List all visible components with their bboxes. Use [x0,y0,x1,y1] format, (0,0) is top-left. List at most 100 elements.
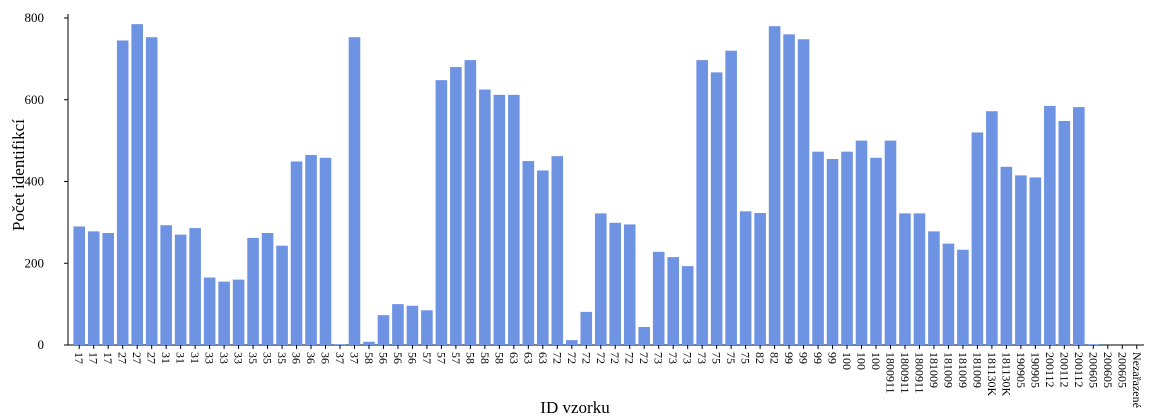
bar [580,311,593,345]
x-tick-label: 31 [174,352,188,364]
bar [812,151,824,345]
bar [189,228,201,345]
x-tick-label: 1800911 [898,352,912,394]
x-tick-label: 33 [217,352,231,364]
bar [942,243,955,345]
bar [1073,107,1085,345]
bar [1015,175,1027,345]
y-tick-label: 600 [25,92,45,107]
bar [174,234,187,345]
x-tick-label: 36 [290,352,304,364]
bar [334,344,346,345]
y-axis-title: Počet identifikcí [9,119,28,231]
bar [696,60,708,345]
bar [537,170,549,345]
y-tick-label: 800 [25,10,45,25]
bar [710,72,723,346]
bar [203,277,216,345]
x-tick-label: 200112 [1072,352,1086,388]
x-tick-label: 58 [362,352,376,364]
y-tick-label: 200 [25,255,45,270]
x-tick-label: 57 [434,352,448,364]
bar [986,111,998,345]
x-tick-label: 1800911 [912,352,926,394]
bar [1087,344,1100,345]
x-tick-label: 36 [304,352,318,364]
bar [1044,105,1056,345]
x-tick-label: 27 [116,352,130,364]
bar [421,310,433,345]
bar [290,161,303,345]
x-axis-title: ID vzorku [540,398,610,417]
x-tick-label: 100 [855,352,869,370]
bar [145,37,158,346]
bar [1000,166,1013,345]
x-tick-label: 200112 [1057,352,1071,388]
bar [638,327,651,345]
x-tick-label: 35 [275,352,289,364]
x-tick-label: 200605 [1086,352,1100,388]
x-tick-label: 181130K [985,352,999,397]
x-tick-label: 27 [145,352,159,364]
bar [623,224,636,345]
bar [131,24,143,345]
bar [594,213,607,345]
bar [406,305,419,345]
x-tick-label: 72 [550,352,564,364]
bar [783,34,795,345]
x-tick-label: 72 [637,352,651,364]
bar [913,213,926,345]
bar [667,257,679,345]
x-tick-label: 31 [188,352,202,364]
bar [609,222,622,345]
bar [102,233,115,345]
bar [479,89,491,345]
bar [899,213,911,345]
bar [392,304,404,345]
x-tick-label: 200605 [1101,352,1115,388]
bar [754,212,766,345]
x-tick-label: 190905 [1014,352,1028,388]
x-tick-label: 75 [739,352,753,364]
x-tick-label: 56 [391,352,405,364]
bar [971,132,984,345]
x-tick-label: 57 [420,352,434,364]
bar [870,157,882,345]
bar [884,140,897,345]
x-tick-label: 17 [87,352,101,364]
x-tick-label: 35 [246,352,260,364]
x-tick-label: 35 [261,352,275,364]
x-tick-label: 75 [724,352,738,364]
bar [464,60,477,345]
bar [739,211,752,345]
x-tick-label: 181009 [970,352,984,388]
x-tick-label: 36 [319,352,333,364]
bar [87,231,100,345]
bar [768,26,781,346]
x-tick-label: 200605 [1115,352,1129,388]
x-tick-label: 72 [594,352,608,364]
x-tick-label: 37 [347,352,361,364]
x-tick-label: 99 [797,352,811,364]
x-tick-label: 200112 [1043,352,1057,388]
bar [565,340,578,345]
bar [218,281,230,345]
bar [232,279,245,345]
x-tick-label: 33 [203,352,217,364]
x-tick-label: 58 [478,352,492,364]
x-tick-label: 58 [463,352,477,364]
bar [928,231,940,345]
x-tick-label: 17 [101,352,115,364]
x-tick-label: 72 [579,352,593,364]
bar [247,237,259,345]
x-tick-label: 73 [666,352,680,364]
x-tick-label: 56 [376,352,390,364]
bar [261,233,274,345]
bar [652,251,665,345]
bar [348,37,361,346]
bar [377,315,390,345]
x-tick-label: 72 [623,352,637,364]
bar [725,50,737,345]
x-tick-label: 72 [565,352,579,364]
